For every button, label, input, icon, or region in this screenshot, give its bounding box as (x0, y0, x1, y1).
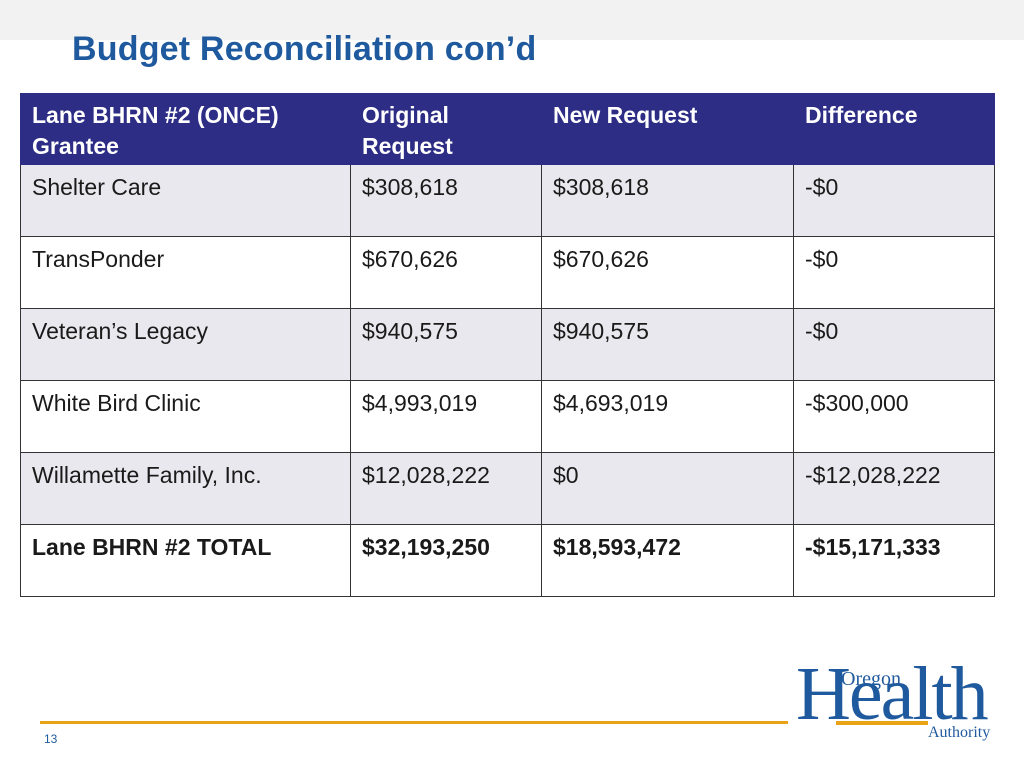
cell-original: $308,618 (350, 164, 542, 237)
budget-table: Lane BHRN #2 (ONCE) Grantee Original Req… (20, 93, 995, 597)
cell-difference: -$0 (793, 236, 995, 309)
logo-accent-bar (836, 721, 928, 725)
slide-title: Budget Reconciliation con’d (72, 30, 537, 68)
cell-original: $12,028,222 (350, 452, 542, 525)
logo-health-text: Health (796, 652, 989, 736)
page-number: 13 (44, 732, 58, 746)
header-grantee: Lane BHRN #2 (ONCE) Grantee (20, 93, 351, 165)
table-row: TransPonder $670,626 $670,626 -$0 (20, 236, 995, 309)
cell-grantee: Veteran’s Legacy (20, 308, 351, 381)
cell-difference: -$0 (793, 164, 995, 237)
cell-new: $4,693,019 (541, 380, 794, 453)
cell-grantee: Willamette Family, Inc. (20, 452, 351, 525)
footer-divider (40, 721, 788, 724)
header-new-request: New Request (541, 93, 794, 165)
table-row: Willamette Family, Inc. $12,028,222 $0 -… (20, 452, 995, 525)
top-band (0, 0, 1024, 40)
table-row: White Bird Clinic $4,993,019 $4,693,019 … (20, 380, 995, 453)
cell-original: $940,575 (350, 308, 542, 381)
table-total-row: Lane BHRN #2 TOTAL $32,193,250 $18,593,4… (20, 524, 995, 597)
table-row: Shelter Care $308,618 $308,618 -$0 (20, 164, 995, 237)
cell-new: $670,626 (541, 236, 794, 309)
cell-grantee: TransPonder (20, 236, 351, 309)
total-grantee: Lane BHRN #2 TOTAL (20, 524, 351, 597)
cell-original: $670,626 (350, 236, 542, 309)
header-original-request: Original Request (350, 93, 542, 165)
total-difference: -$15,171,333 (793, 524, 995, 597)
total-new: $18,593,472 (541, 524, 794, 597)
cell-original: $4,993,019 (350, 380, 542, 453)
logo-oregon-text: Oregon (841, 668, 901, 690)
oregon-health-authority-logo: Health Oregon Authority (796, 656, 1002, 746)
cell-difference: -$300,000 (793, 380, 995, 453)
cell-new: $0 (541, 452, 794, 525)
cell-difference: -$12,028,222 (793, 452, 995, 525)
cell-new: $940,575 (541, 308, 794, 381)
table-header-row: Lane BHRN #2 (ONCE) Grantee Original Req… (20, 93, 995, 165)
cell-new: $308,618 (541, 164, 794, 237)
table-row: Veteran’s Legacy $940,575 $940,575 -$0 (20, 308, 995, 381)
cell-difference: -$0 (793, 308, 995, 381)
cell-grantee: White Bird Clinic (20, 380, 351, 453)
total-original: $32,193,250 (350, 524, 542, 597)
logo-authority-text: Authority (928, 724, 991, 741)
cell-grantee: Shelter Care (20, 164, 351, 237)
header-difference: Difference (793, 93, 995, 165)
